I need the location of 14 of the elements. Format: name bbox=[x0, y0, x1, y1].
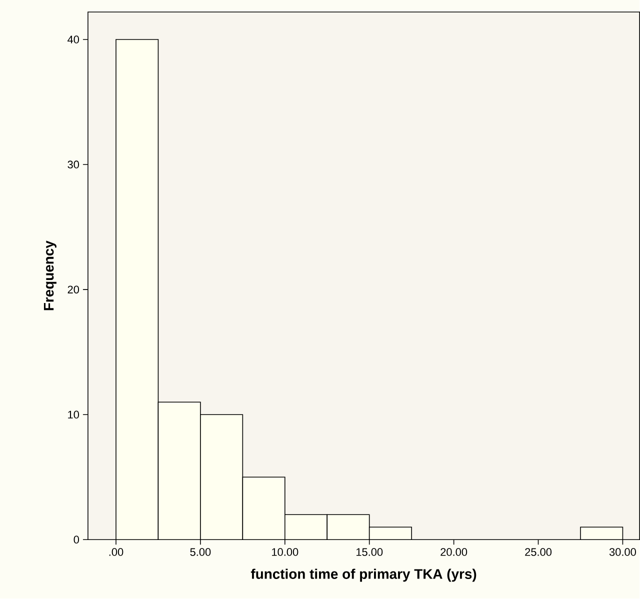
y-tick-label: 10 bbox=[68, 410, 80, 419]
x-tick-label: 20.00 bbox=[440, 548, 468, 556]
x-tick-label: .00 bbox=[109, 548, 124, 556]
y-axis-title: Frequency bbox=[44, 240, 56, 310]
y-tick-label: 40 bbox=[68, 36, 80, 44]
y-tick-label: 0 bbox=[74, 536, 80, 544]
x-tick-label: 30.00 bbox=[609, 548, 636, 556]
x-tick-label: 25.00 bbox=[525, 548, 552, 556]
x-axis-title: function time of primary TKA (yrs) bbox=[250, 568, 476, 582]
y-tick-label: 30 bbox=[68, 160, 80, 169]
x-tick-label: 5.00 bbox=[190, 548, 211, 556]
x-tick-label: 15.00 bbox=[356, 548, 383, 556]
y-tick-label: 20 bbox=[68, 286, 80, 294]
x-tick-label: 10.00 bbox=[272, 548, 298, 556]
